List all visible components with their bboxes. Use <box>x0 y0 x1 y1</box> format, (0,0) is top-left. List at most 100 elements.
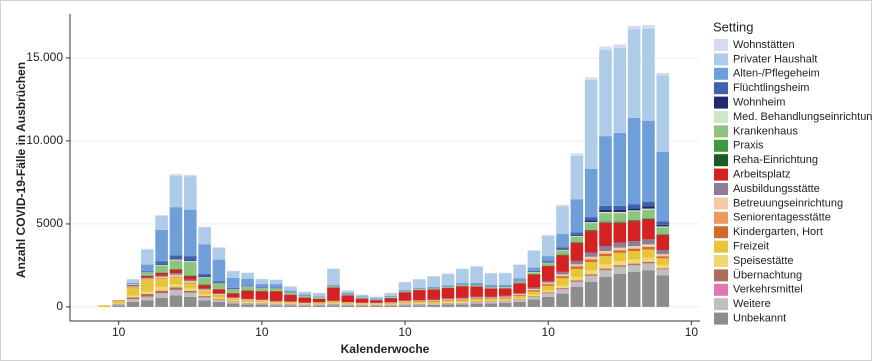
bar-segment <box>541 261 555 263</box>
bar-segment <box>456 302 469 303</box>
bar-segment <box>413 301 426 302</box>
bar-segment <box>212 293 226 295</box>
bar-segment <box>355 298 369 303</box>
bar-segment <box>642 249 655 258</box>
bar-segment <box>355 303 369 305</box>
bar-segment <box>183 279 197 282</box>
bar-segment <box>212 259 226 282</box>
bar-segment <box>212 289 226 294</box>
bar-segment <box>327 286 340 288</box>
bar-segment <box>642 202 655 207</box>
bar-segment <box>141 291 154 294</box>
legend-label: Alten-/Pflegeheim <box>733 68 820 80</box>
bar-segment <box>384 293 398 296</box>
bar-segment <box>541 284 555 286</box>
bar-segment <box>441 298 455 300</box>
bar-segment <box>370 298 383 299</box>
bar-segment <box>570 232 584 235</box>
bar-segment <box>169 277 183 284</box>
bar-segment <box>599 250 612 254</box>
bar-segment <box>599 245 612 251</box>
bar-segment <box>327 268 340 285</box>
bar-segment <box>570 234 584 236</box>
bar-segment <box>527 291 541 295</box>
bar-segment <box>312 293 326 297</box>
bar-segment <box>584 77 598 80</box>
bar-segment <box>498 302 512 307</box>
legend-swatch <box>714 226 728 239</box>
bar-segment <box>513 298 526 300</box>
bar-segment <box>241 302 254 303</box>
bar-segment <box>470 298 483 300</box>
bar-segment <box>656 151 670 222</box>
y-axis-label: Anzahl COVID-19-Fälle in Ausbrüchen <box>14 62 28 278</box>
bar-segment <box>527 288 541 290</box>
bar-segment <box>498 295 512 297</box>
bar-segment <box>556 255 569 272</box>
bar-segment <box>183 262 197 276</box>
bar-segment <box>427 299 440 301</box>
legend-label: Reha-Einrichtung <box>733 154 818 166</box>
bar-segment <box>155 297 168 307</box>
bar-segment <box>599 277 612 307</box>
bar-segment <box>255 287 269 288</box>
bar-segment <box>327 287 340 301</box>
bar-segment <box>584 231 598 253</box>
bar-segment <box>556 276 569 279</box>
bar-segment <box>198 277 211 285</box>
bar-segment <box>183 283 197 289</box>
bar-segment <box>613 247 627 251</box>
bar-segment <box>212 295 226 298</box>
bar-segment <box>513 294 526 296</box>
bar-segment <box>656 227 670 235</box>
bar-segment <box>155 287 168 291</box>
bar-segment <box>642 246 655 250</box>
bar-segment <box>541 234 555 236</box>
bar-segment <box>284 305 297 307</box>
bar-segment <box>627 219 641 221</box>
bar-segment <box>527 267 541 271</box>
bar-segment <box>255 304 269 307</box>
bar-segment <box>613 252 627 262</box>
bar-segment <box>98 305 111 307</box>
bar-segment <box>384 295 398 297</box>
legend-label: Flüchtlingsheim <box>733 82 809 94</box>
bar-segment <box>183 176 197 210</box>
bar-segment <box>241 303 254 305</box>
legend-swatch <box>714 125 728 138</box>
bar-segment <box>627 245 641 249</box>
bar-segment <box>484 284 498 287</box>
bar-segment <box>456 299 469 301</box>
bar-segment <box>484 296 498 298</box>
bar-segment <box>627 265 641 273</box>
legend-label: Praxis <box>733 140 764 152</box>
bar-segment <box>470 286 483 297</box>
bar-segment <box>599 270 612 278</box>
bar-segment <box>141 272 154 276</box>
bar-segment <box>656 249 670 255</box>
bar-segment <box>556 285 569 289</box>
bar-segment <box>599 211 612 214</box>
bar-segment <box>413 290 426 301</box>
bar-segment <box>269 288 283 291</box>
bar-segment <box>427 300 440 302</box>
x-tick-label: 10 <box>685 325 699 339</box>
bar-segment <box>541 285 555 291</box>
bar-segment <box>656 256 670 259</box>
bar-segment <box>484 299 498 301</box>
legend-label: Wohnheim <box>733 97 785 109</box>
bar-segment <box>398 304 412 306</box>
bar-segment <box>613 242 627 248</box>
bar-segment <box>541 293 555 297</box>
bar-segment <box>470 282 483 285</box>
bar-segment <box>183 276 197 280</box>
bar-segment <box>398 300 412 302</box>
bar-segment <box>599 46 612 50</box>
bar-segment <box>155 229 168 262</box>
bar-segment <box>656 268 670 270</box>
bar-segment <box>169 269 183 274</box>
legend-swatch <box>714 53 728 66</box>
bar-segment <box>155 290 168 294</box>
bar-segment <box>456 300 469 303</box>
bar-segment <box>527 250 541 251</box>
